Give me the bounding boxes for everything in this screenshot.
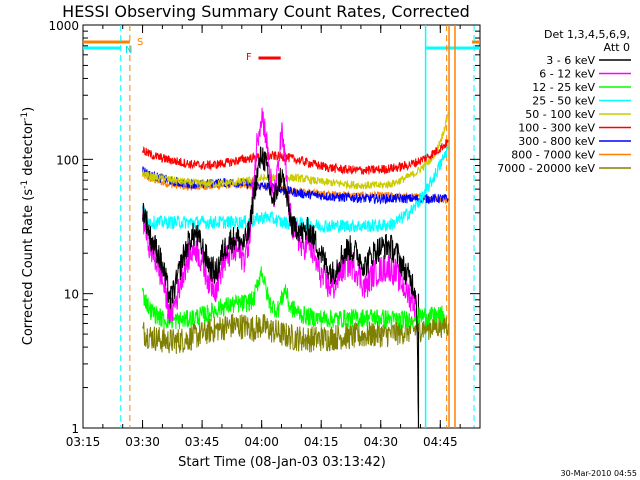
- flare-marker-label: F: [246, 52, 252, 63]
- legend-entry-label: 25 - 50 keV: [532, 95, 595, 108]
- legend-entry-label: 3 - 6 keV: [546, 54, 595, 67]
- legend-entry-label: 6 - 12 keV: [539, 68, 595, 81]
- y-axis-title-end: ): [21, 107, 36, 112]
- footer-timestamp: 30-Mar-2010 04:55: [561, 469, 638, 478]
- y-tick-label: 100: [56, 153, 79, 167]
- legend-entry-label: 12 - 25 keV: [532, 81, 595, 94]
- saa-marker-label: S: [137, 37, 143, 48]
- x-axis-title: Start Time (08-Jan-03 03:13:42): [178, 455, 386, 470]
- legend-entry-label: 50 - 100 keV: [525, 108, 595, 121]
- legend-entry-label: 100 - 300 keV: [518, 122, 595, 135]
- series-line: [142, 266, 445, 330]
- legend-entry-label: 300 - 800 keV: [518, 135, 595, 148]
- y-axis-title: Corrected Count Rate (s-1 detector-1): [20, 107, 36, 345]
- y-tick-label: 1000: [48, 19, 79, 33]
- y-tick-label: 1: [71, 422, 79, 436]
- x-tick-label: 03:45: [185, 435, 220, 449]
- x-tick-label: 04:15: [304, 435, 339, 449]
- axis-layer: 03:15 03:30 03:45 04:00 04:15 04:30 04:45 1 10 10…: [48, 19, 481, 449]
- x-tick-label: 04:45: [423, 435, 458, 449]
- x-tick-label: 03:15: [66, 435, 101, 449]
- series-line: [142, 138, 449, 175]
- x-tick-label: 04:30: [363, 435, 398, 449]
- series-line: [142, 311, 449, 355]
- y-axis-title-sup2: -1: [20, 112, 30, 121]
- chart-title: HESSI Observing Summary Count Rates, Cor…: [62, 2, 470, 21]
- y-axis-title-sup1: -1: [20, 180, 30, 189]
- x-tick-label: 04:00: [244, 435, 279, 449]
- x-tick-label: 03:30: [125, 435, 160, 449]
- legend-entry-label: 800 - 7000 keV: [511, 149, 595, 162]
- y-tick-label: 10: [64, 288, 79, 302]
- y-axis-title-main: Corrected Count Rate (s: [21, 189, 36, 346]
- series-line: [142, 146, 419, 418]
- legend-entry-label: 7000 - 20000 keV: [497, 162, 595, 175]
- night-marker-label: N: [125, 45, 132, 56]
- series-line: [142, 107, 417, 324]
- series-line: [142, 166, 449, 205]
- legend-header-attenuator: Att 0: [604, 41, 630, 54]
- legend-header-detectors: Det 1,3,4,5,6,9,: [544, 28, 630, 41]
- series-line: [142, 111, 449, 190]
- series-layer: [142, 107, 449, 418]
- y-axis-title-mid: detector: [21, 120, 36, 180]
